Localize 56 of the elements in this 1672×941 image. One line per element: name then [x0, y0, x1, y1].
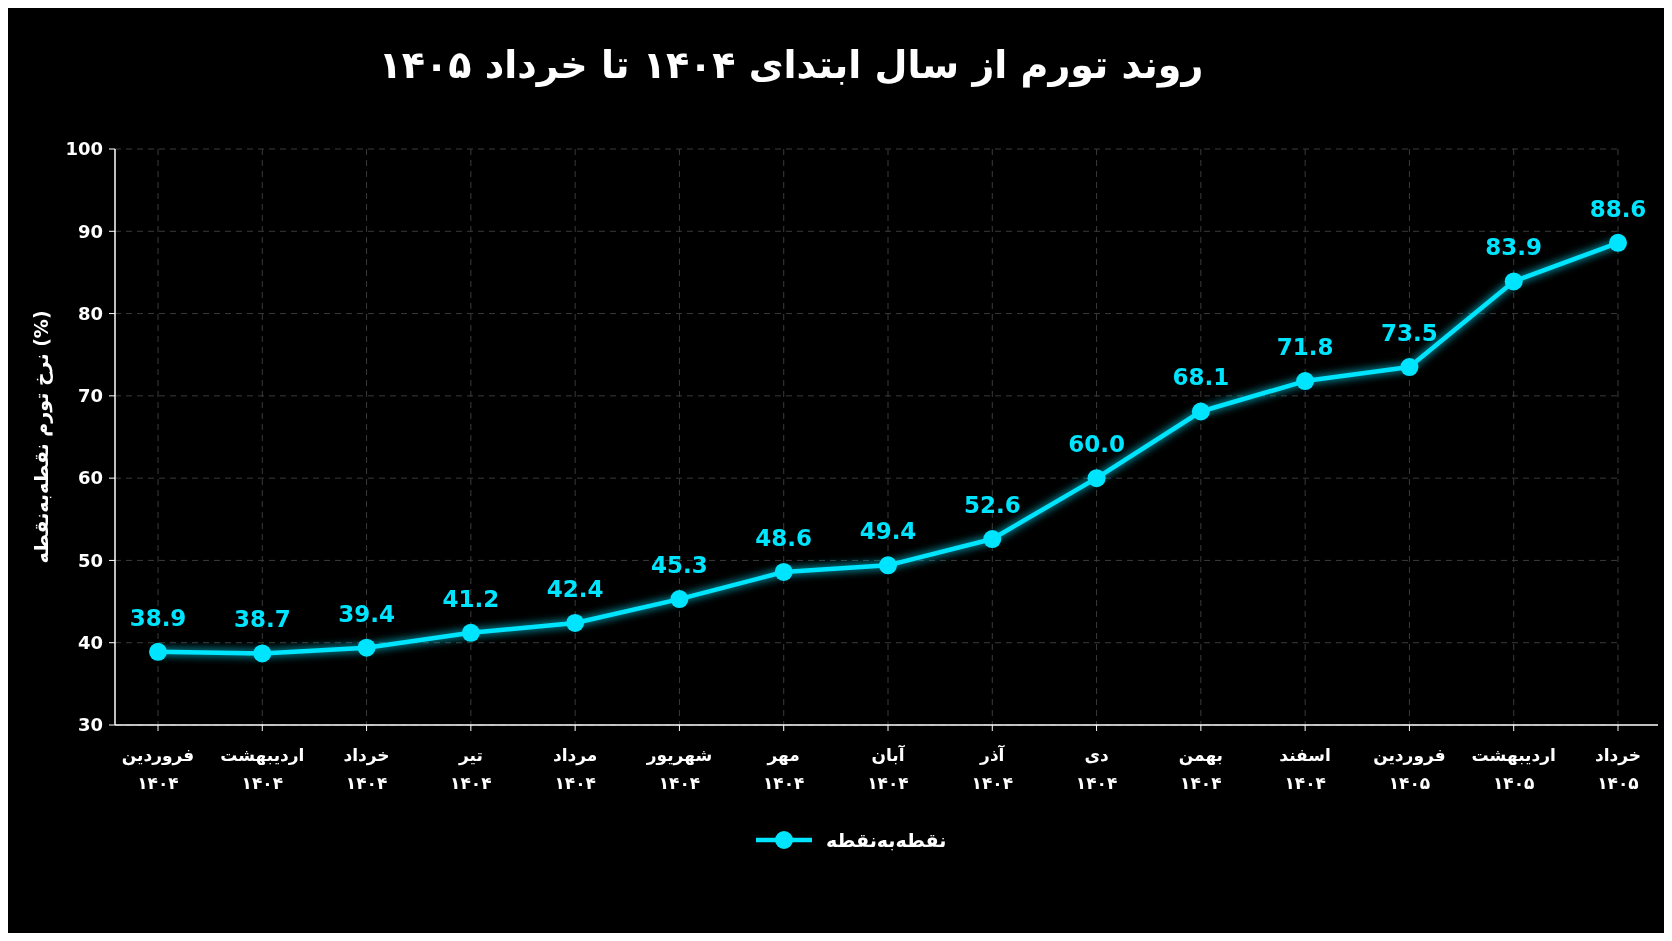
- y-tick-label: 90: [77, 220, 103, 242]
- x-tick-label: دی ۱۴۰۴: [1075, 745, 1118, 793]
- data-label: 49.4: [859, 518, 917, 545]
- x-tick-label: مهر ۱۴۰۴: [762, 745, 805, 793]
- x-tick-label: تیر ۱۴۰۴: [450, 745, 492, 793]
- point: [461, 623, 480, 642]
- data-label: 38.7: [233, 606, 291, 633]
- point: [566, 613, 585, 632]
- data-label: 52.6: [963, 492, 1021, 519]
- point: [983, 530, 1002, 549]
- x-tick-label: خرداد ۱۴۰۴: [343, 745, 390, 793]
- point: [357, 638, 376, 657]
- data-label: 45.3: [651, 552, 708, 579]
- data-label: 41.2: [442, 585, 500, 612]
- data-label: 38.9: [129, 604, 187, 631]
- point: [670, 590, 689, 609]
- x-tick-label: اردیبهشت ۱۴۰۴: [220, 745, 305, 793]
- point: [1296, 372, 1315, 391]
- x-tick-label: فروردین ۱۴۰۴: [121, 745, 195, 793]
- point: [879, 556, 897, 575]
- data-label: 60.0: [1068, 431, 1125, 458]
- data-label: 42.4: [546, 575, 604, 602]
- chart-title: روند تورم از سال ابتدای ۱۴۰۴ تا خرداد ۱۴۰۵: [378, 43, 1204, 88]
- y-tick-label: 80: [77, 302, 103, 324]
- x-tick-label: آبان ۱۴۰۴: [867, 744, 909, 793]
- y-tick-label: 70: [77, 385, 103, 407]
- data-label: 39.4: [338, 600, 395, 627]
- data-label: 88.6: [1589, 195, 1647, 222]
- data-label: 71.8: [1276, 334, 1334, 361]
- point: [1504, 272, 1523, 291]
- x-tick-label: اردیبهشت ۱۴۰۵: [1471, 745, 1556, 793]
- y-tick-label: 50: [77, 549, 103, 571]
- point: [253, 644, 272, 663]
- point: [1087, 469, 1106, 488]
- y-axis-title: نرخ تورم نقطه‌به‌نقطه (%): [30, 310, 53, 564]
- y-tick-label: 40: [77, 632, 103, 654]
- data-label: 68.1: [1172, 364, 1230, 391]
- legend-label: نقطه‌به‌نقطه: [826, 828, 947, 851]
- x-tick-label: اسفند ۱۴۰۴: [1279, 745, 1331, 793]
- y-tick-label: 30: [77, 714, 103, 736]
- point: [1609, 233, 1627, 252]
- x-tick-label: خرداد ۱۴۰۵: [1594, 745, 1642, 793]
- point: [1191, 402, 1210, 421]
- x-tick-label: شهریور ۱۴۰۴: [645, 745, 713, 793]
- x-tick-label: فروردین ۱۴۰۵: [1373, 745, 1446, 793]
- data-label: 73.5: [1381, 320, 1438, 347]
- point: [774, 562, 793, 581]
- point: [149, 642, 167, 661]
- y-tick-label: 60: [77, 467, 103, 489]
- point: [1400, 358, 1419, 377]
- y-tick-label: 100: [65, 138, 103, 160]
- x-tick-label: بهمن ۱۴۰۴: [1178, 745, 1224, 793]
- x-tick-label: مرداد ۱۴۰۴: [552, 745, 598, 793]
- x-tick-label: آذر ۱۴۰۴: [971, 744, 1014, 793]
- data-label: 83.9: [1485, 234, 1543, 261]
- data-label: 48.6: [755, 524, 813, 551]
